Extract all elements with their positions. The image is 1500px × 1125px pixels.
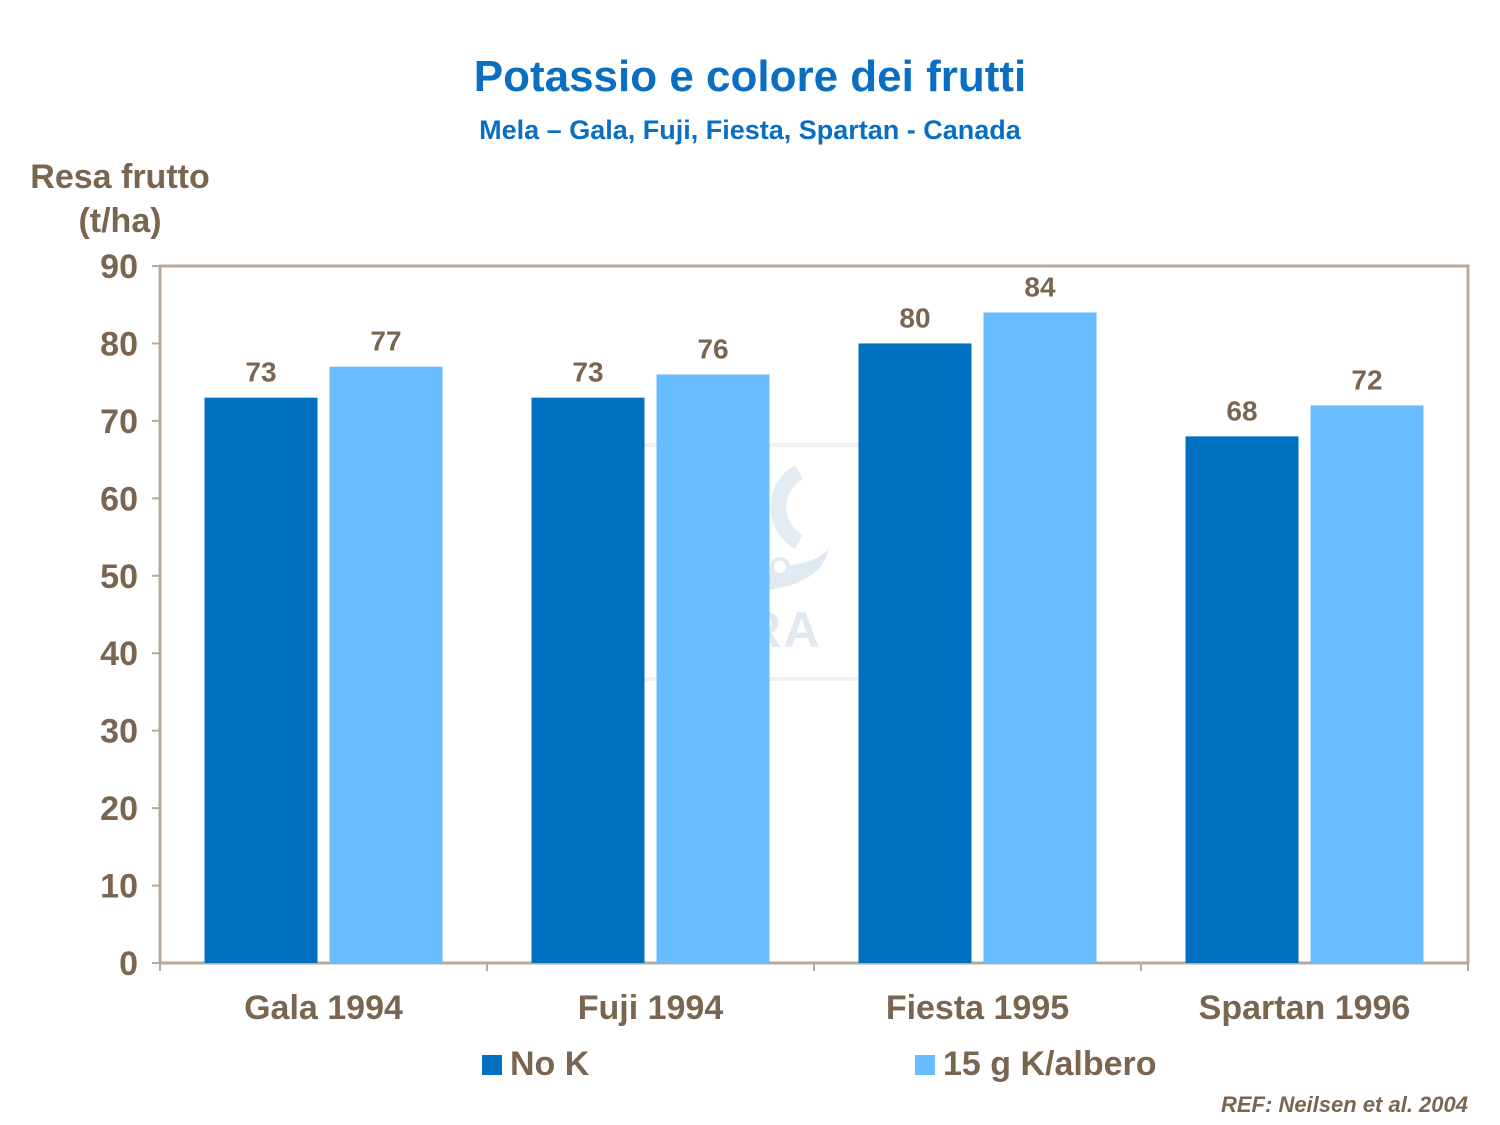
y-tick-label: 80 <box>100 325 138 363</box>
x-category-label: Spartan 1996 <box>1199 989 1411 1027</box>
bar-data-label: 77 <box>370 326 401 357</box>
y-tick-label: 20 <box>100 790 138 828</box>
legend-item-no-k: No K <box>482 1045 589 1084</box>
chart-title: Potassio e colore dei frutti <box>473 52 1027 101</box>
legend-swatch-no-k <box>482 1054 502 1075</box>
y-tick-label: 30 <box>100 713 138 751</box>
y-tick-label: 10 <box>100 868 138 906</box>
bar-data-label: 84 <box>1024 271 1056 302</box>
bar-data-label: 73 <box>572 357 603 388</box>
x-category-label: Fuji 1994 <box>578 989 724 1027</box>
reference-note: REF: Neilsen et al. 2004 <box>1221 1092 1468 1117</box>
bar <box>858 343 972 963</box>
y-axis-label-line1: Resa frutto <box>30 158 210 196</box>
bar <box>204 397 318 964</box>
bar <box>656 374 770 963</box>
y-axis-label-line2: (t/ha) <box>78 202 162 240</box>
bar-data-label: 68 <box>1226 395 1257 426</box>
bar-data-label: 72 <box>1351 364 1382 395</box>
legend-item-15g-k: 15 g K/albero <box>915 1045 1157 1084</box>
y-tick-label: 50 <box>100 558 138 596</box>
bar <box>1310 405 1424 963</box>
y-axis-label: Resa frutto (t/ha) <box>0 155 240 243</box>
bar-data-label: 73 <box>245 357 276 388</box>
legend-label-no-k: No K <box>510 1045 590 1083</box>
y-tick-label: 90 <box>100 248 138 286</box>
bar-data-label: 76 <box>697 333 728 364</box>
bar <box>329 366 443 964</box>
y-tick-label: 0 <box>119 945 138 983</box>
bar <box>1185 436 1299 963</box>
y-tick-label: 70 <box>100 403 138 441</box>
y-tick-label: 60 <box>100 480 138 518</box>
bar <box>983 312 1097 963</box>
x-category-label: Fiesta 1995 <box>886 989 1069 1027</box>
legend-label-15g-k: 15 g K/albero <box>943 1045 1157 1083</box>
y-tick-label: 40 <box>100 635 138 673</box>
chart-subtitle: Mela – Gala, Fuji, Fiesta, Spartan - Can… <box>479 115 1021 145</box>
bar <box>531 397 645 964</box>
x-category-label: Gala 1994 <box>244 989 403 1027</box>
legend-swatch-15g-k <box>915 1054 935 1075</box>
bar-data-label: 80 <box>899 302 930 333</box>
